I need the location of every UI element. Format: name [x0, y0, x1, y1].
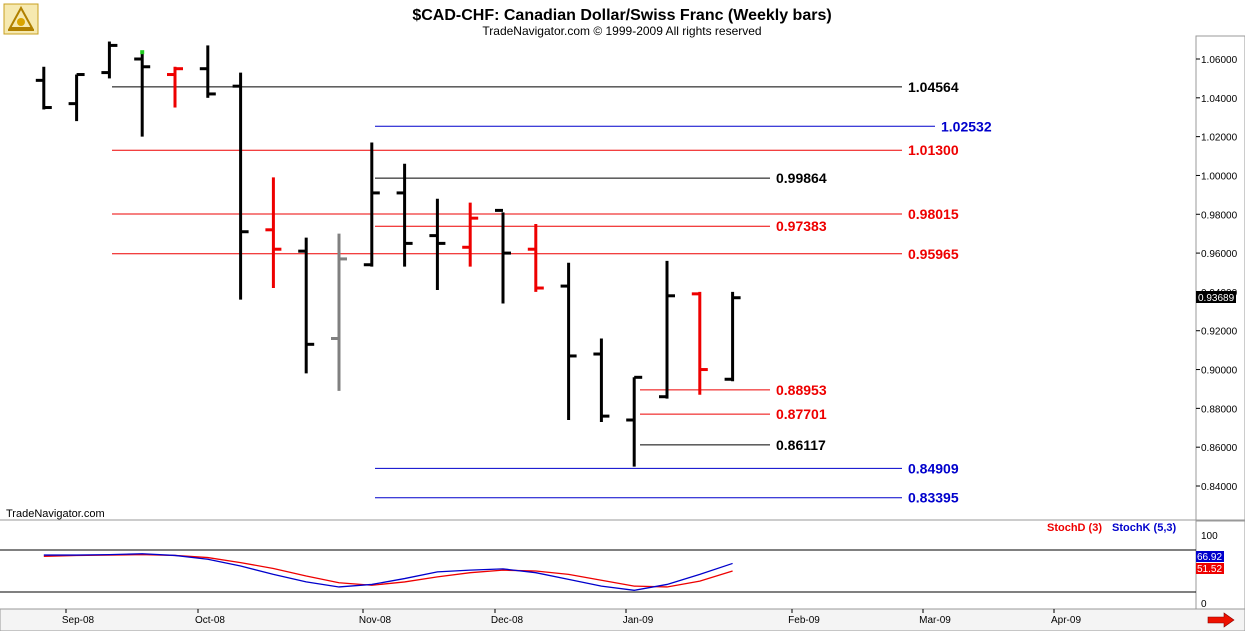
ohlc-bar — [68, 73, 85, 122]
price-tick-label: 0.90000 — [1201, 366, 1238, 377]
stoch-panel — [0, 521, 1196, 609]
ohlc-bar — [691, 291, 708, 395]
level-label: 0.88953 — [776, 382, 827, 398]
price-tick-label: 0.88000 — [1201, 404, 1238, 415]
date-tick-label: Nov-08 — [359, 615, 392, 626]
date-tick-label: Sep-08 — [62, 615, 95, 626]
ohlc-bar — [462, 202, 479, 267]
ohlc-bar — [560, 262, 577, 421]
scroll-right-arrow-icon[interactable] — [1207, 612, 1235, 628]
price-tick-label: 1.02000 — [1201, 133, 1238, 144]
level-label: 1.01300 — [908, 142, 959, 158]
level-label: 1.02532 — [941, 118, 992, 134]
date-tick-label: Mar-09 — [919, 615, 951, 626]
signal-marker — [140, 50, 145, 55]
watermark: TradeNavigator.com — [6, 508, 105, 520]
level-label: 0.87701 — [776, 406, 827, 422]
level-label: 0.86117 — [776, 437, 826, 453]
price-tick-label: 1.04000 — [1201, 94, 1238, 105]
ohlc-bar — [167, 66, 183, 108]
price-tick-label: 0.86000 — [1201, 443, 1238, 454]
ohlc-bar — [429, 198, 446, 290]
stoch-d-last-label: 51.52 — [1197, 564, 1222, 575]
stoch-tick-label: 100 — [1201, 531, 1218, 542]
level-label: 0.95965 — [908, 246, 959, 262]
level-label: 0.99864 — [776, 170, 827, 186]
ohlc-bar — [659, 260, 675, 399]
price-tick-label: 0.96000 — [1201, 249, 1238, 260]
ohlc-bar — [265, 177, 282, 289]
price-axis-strip — [1195, 35, 1245, 521]
ohlc-bar — [495, 208, 511, 304]
date-tick-label: Feb-09 — [788, 615, 820, 626]
ohlc-bar — [724, 291, 741, 382]
date-tick-label: Dec-08 — [491, 615, 524, 626]
current-price-flag: 0.93689 — [1196, 291, 1236, 304]
level-label: 0.98015 — [908, 206, 959, 222]
price-axis: 1.06000 1.04000 1.02000 1.00000 0.98000 0.960… — [1196, 55, 1238, 493]
stoch-k-last-label: 66.92 — [1197, 552, 1222, 563]
current-price-label: 0.93689 — [1198, 293, 1235, 304]
date-tick-label: Oct-08 — [195, 615, 225, 626]
level-label: 1.04564 — [908, 79, 959, 95]
date-axis-strip — [0, 608, 1245, 631]
level-label: 0.97383 — [776, 218, 827, 234]
ohlc-bar — [298, 237, 315, 374]
ohlc-bar — [232, 72, 249, 300]
ohlc-bar — [363, 142, 380, 267]
ohlc-bar — [134, 53, 151, 137]
chart-title: $CAD-CHF: Canadian Dollar/Swiss Franc (W… — [412, 7, 831, 24]
level-label: 0.83395 — [908, 490, 959, 506]
level-lines: 1.04564 1.02532 1.01300 0.99864 0.98015 0.973… — [112, 79, 992, 506]
stoch-k-legend: StochK (5,3) — [1112, 522, 1177, 534]
price-tick-label: 1.06000 — [1201, 55, 1238, 66]
stoch-tick-label: 0 — [1201, 599, 1207, 610]
copyright-text: TradeNavigator.com © 1999-2009 All right… — [482, 24, 761, 38]
price-tick-label: 0.92000 — [1201, 327, 1238, 338]
stoch-k-flag: 66.92 — [1196, 551, 1224, 563]
stochastic-panel: 100 0 — [0, 531, 1218, 610]
price-tick-label: 0.98000 — [1201, 210, 1238, 221]
date-tick-label: Apr-09 — [1051, 615, 1081, 626]
ohlc-bar — [35, 66, 52, 110]
ohlc-bar — [331, 233, 347, 391]
ohlc-bar — [527, 223, 544, 292]
price-tick-label: 1.00000 — [1201, 171, 1238, 182]
stoch-d-legend: StochD (3) — [1047, 522, 1102, 534]
ohlc-bar — [199, 45, 216, 98]
stoch-k-line — [43, 553, 733, 591]
date-tick-label: Jan-09 — [623, 615, 654, 626]
stoch-d-flag: 51.52 — [1196, 563, 1224, 575]
price-tick-label: 0.84000 — [1201, 482, 1238, 493]
ohlc-bar — [626, 375, 643, 467]
level-label: 0.84909 — [908, 460, 959, 476]
trade-navigator-logo-icon — [3, 3, 39, 35]
ohlc-bar — [101, 41, 118, 79]
ohlc-bar — [593, 338, 610, 422]
ohlc-bar — [396, 163, 413, 267]
price-panel — [0, 36, 1196, 520]
price-bars — [35, 41, 741, 467]
date-axis: Sep-08 Oct-08 Nov-08 Dec-08 Jan-09 Feb-09 Mar-… — [62, 609, 1081, 626]
